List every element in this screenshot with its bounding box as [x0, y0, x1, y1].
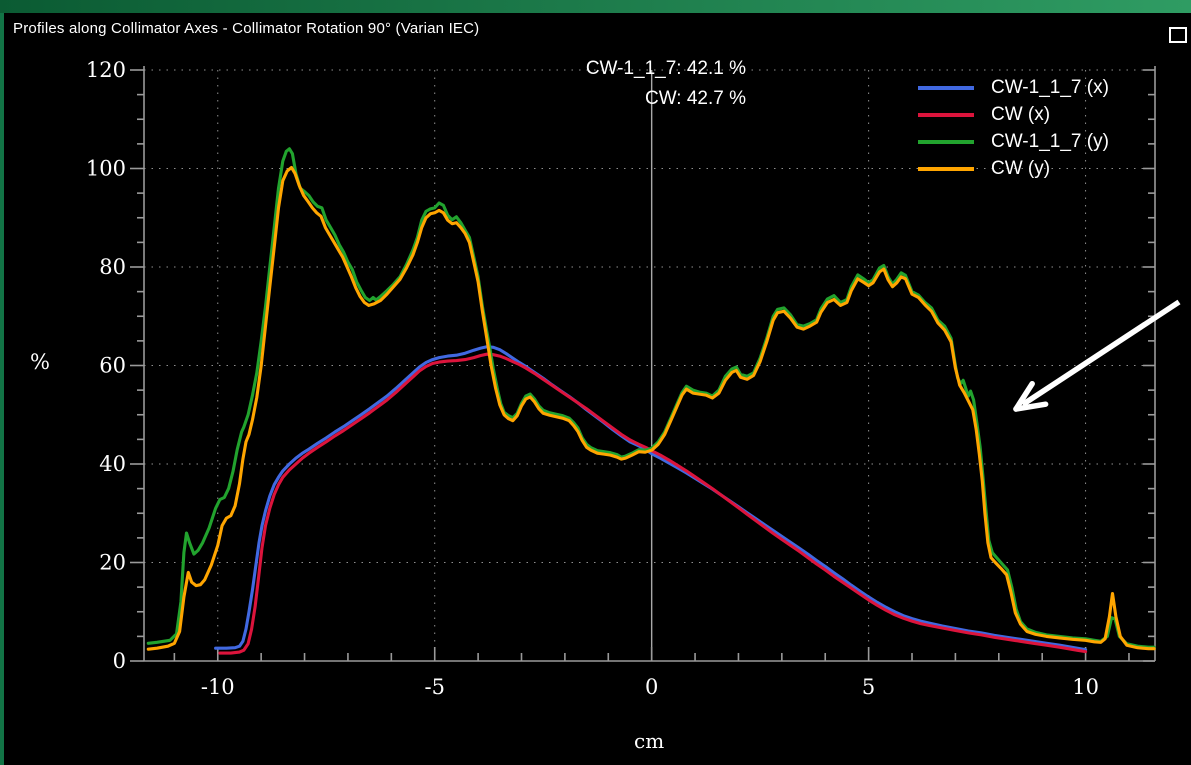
window-frame-left [0, 13, 4, 765]
gridlines [144, 69, 1155, 661]
annotation-arrow [1013, 299, 1181, 412]
x-axis-unit-label: cm [634, 729, 665, 753]
maximize-icon[interactable] [1169, 27, 1187, 43]
titlebar: Profiles along Collimator Axes - Collima… [4, 13, 1191, 44]
x-tick-label: 0 [645, 675, 658, 699]
window-frame-top [0, 0, 1191, 13]
legend-item: CW (y) [918, 155, 1109, 182]
y-tick-label: 0 [113, 649, 126, 673]
legend-swatch-1 [918, 85, 974, 90]
legend-swatch-3 [918, 139, 974, 144]
x-tick-label: -5 [424, 675, 444, 699]
y-tick-label: 60 [99, 354, 126, 378]
center-value-annotation: CW-1_1_7: 42.1 % CW: 42.7 % [420, 54, 746, 114]
legend-label: CW (x) [991, 103, 1051, 125]
y-tick-label: 100 [86, 157, 126, 181]
series-cw-x- [218, 352, 1088, 655]
series-cw-y- [146, 165, 1156, 651]
legend-item: CW-1_1_7 (y) [918, 128, 1109, 155]
legend-swatch-4 [918, 166, 974, 171]
y-axis-unit-label: % [30, 350, 50, 374]
legend-item: CW-1_1_7 (x) [918, 74, 1109, 101]
annotation-line-1: CW-1_1_7: 42.1 % [585, 58, 746, 79]
y-axis-ticks: 0 20 40 60 80 100 120 [86, 58, 1155, 673]
y-tick-label: 80 [99, 255, 126, 279]
legend-label: CW (y) [991, 157, 1051, 179]
legend-label: CW-1_1_7 (x) [991, 76, 1109, 98]
legend: CW-1_1_7 (x) CW (x) CW-1_1_7 (y) CW (y) [918, 74, 1109, 182]
y-tick-label: 20 [99, 551, 126, 575]
series-cw-1-1-7-x- [214, 345, 1088, 652]
legend-item: CW (x) [918, 101, 1109, 128]
y-tick-label: 120 [86, 58, 126, 82]
legend-label: CW-1_1_7 (y) [991, 130, 1109, 152]
annotation-line-2: CW: 42.7 % [644, 88, 746, 109]
x-axis-ticks: -10 -5 0 5 10 [173, 647, 1130, 699]
y-tick-label: 40 [99, 452, 126, 476]
x-tick-label: 10 [1072, 675, 1099, 699]
legend-swatch-2 [918, 112, 974, 117]
x-tick-label: 5 [862, 675, 875, 699]
window-title: Profiles along Collimator Axes - Collima… [13, 20, 480, 37]
x-tick-label: -10 [201, 675, 235, 699]
